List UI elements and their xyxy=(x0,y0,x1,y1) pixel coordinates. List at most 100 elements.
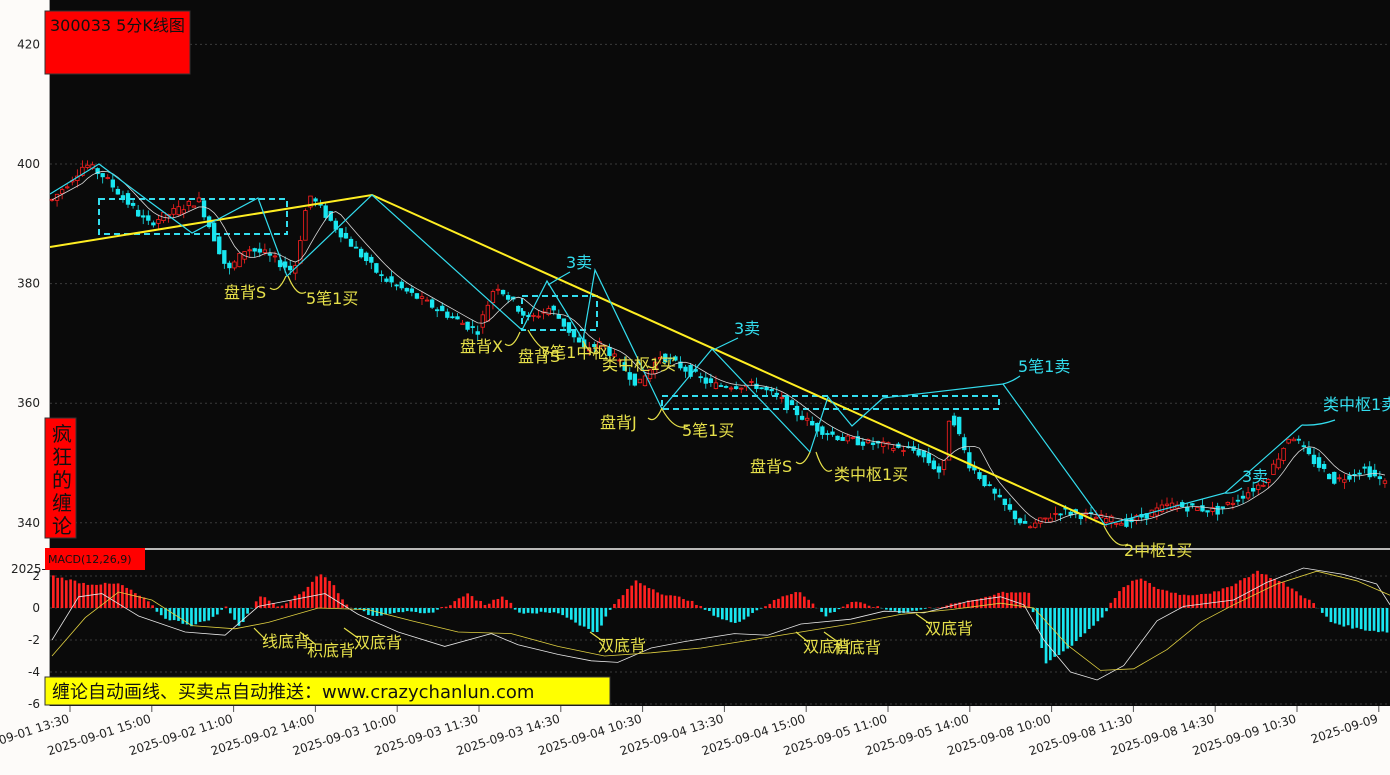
macd-histogram-bar xyxy=(466,593,470,608)
macd-histogram-bar xyxy=(487,603,491,608)
macd-histogram-bar xyxy=(984,596,987,608)
candle-body xyxy=(125,193,131,205)
candle-body xyxy=(749,381,754,383)
macd-histogram-bar xyxy=(177,608,180,621)
candle-body xyxy=(799,415,805,420)
main-gridlines xyxy=(50,43,1390,524)
candle-body xyxy=(505,295,511,300)
macd-histogram-bar xyxy=(1273,578,1277,608)
annotation-label: 3卖 xyxy=(566,253,592,272)
divergence-arrow xyxy=(343,627,359,639)
annotation-label: 类中枢1买 xyxy=(602,355,676,374)
macd-histogram-bar xyxy=(975,599,979,608)
macd-histogram-bar xyxy=(138,595,141,608)
macd-histogram-bar xyxy=(979,598,983,608)
candle-body xyxy=(901,450,906,452)
macd-histogram-bar xyxy=(449,605,452,608)
annotation-label: 3卖 xyxy=(734,319,760,338)
macd-histogram-bar xyxy=(790,594,793,608)
macd-histogram-bar xyxy=(971,600,975,608)
macd-histogram-bar xyxy=(1044,608,1048,664)
annotation-arrow xyxy=(287,275,307,294)
macd-histogram-bar xyxy=(155,608,159,612)
macd-histogram-bar xyxy=(457,598,461,608)
candle-body xyxy=(495,288,501,291)
candle-body xyxy=(358,248,364,258)
annotation-label: 7笔1中枢 xyxy=(540,343,608,362)
candle-body xyxy=(394,284,399,287)
candle-body xyxy=(465,321,470,330)
macd-histogram-bar xyxy=(513,608,517,610)
macd-histogram-bar xyxy=(246,608,249,614)
macd-histogram-bar xyxy=(837,608,841,610)
candle-body xyxy=(840,436,845,441)
candle-body xyxy=(1276,458,1281,469)
annotation-arrow xyxy=(1301,419,1336,426)
candle-body xyxy=(708,378,714,383)
candle-body xyxy=(141,215,146,218)
macd-histogram-bar xyxy=(582,608,586,627)
candle-body xyxy=(272,255,278,258)
annotation-arrow xyxy=(661,408,689,428)
candle-body xyxy=(217,236,222,255)
macd-histogram-bar xyxy=(95,584,98,608)
candle-body xyxy=(490,291,496,303)
macd-histogram-bar xyxy=(216,608,219,615)
macd-histogram-bar xyxy=(1191,595,1195,608)
candle-body xyxy=(845,435,850,442)
macd-histogram-bar xyxy=(1182,594,1186,608)
macd-histogram-bar xyxy=(1018,592,1022,608)
macd-histogram-bar xyxy=(587,608,590,629)
candle-body xyxy=(521,311,526,316)
macd-histogram-bar xyxy=(531,608,534,614)
macd-histogram-bar xyxy=(958,602,962,608)
macd-histogram-bar xyxy=(492,599,495,608)
macd-histogram-bar xyxy=(1027,592,1031,608)
macd-histogram-bar xyxy=(116,583,120,608)
macd-histogram-bar xyxy=(919,608,923,610)
candle-body xyxy=(962,437,967,451)
candle-body xyxy=(516,305,521,312)
candle-body xyxy=(820,426,825,435)
candle-body xyxy=(1291,438,1296,442)
macd-histogram-bar xyxy=(673,595,677,608)
macd-histogram-bar xyxy=(418,608,422,614)
candle-body xyxy=(303,210,308,241)
macd-histogram-bar xyxy=(518,608,521,613)
candle-body xyxy=(946,420,952,461)
macd-histogram-bar xyxy=(289,600,293,608)
macd-histogram-bar xyxy=(56,577,59,608)
macd-histogram-bar xyxy=(401,608,405,613)
macd-histogram-bar xyxy=(885,608,888,610)
macd-histogram-bar xyxy=(897,608,901,614)
footer-banner xyxy=(44,676,611,706)
candle-body xyxy=(59,189,65,195)
candle-body xyxy=(257,248,262,253)
macd-histogram-bar xyxy=(686,600,690,608)
annotation-arrow xyxy=(1002,375,1021,385)
candle-body xyxy=(926,453,931,464)
annotation-label: 3卖 xyxy=(1242,467,1268,486)
macd-histogram-bar xyxy=(1100,608,1104,618)
candle-body xyxy=(379,274,384,277)
candle-body xyxy=(1250,487,1256,492)
macd-histogram-bar xyxy=(755,608,759,611)
candle-body xyxy=(739,387,744,390)
macd-histogram-bar xyxy=(876,606,880,608)
macd-histogram-bar xyxy=(194,608,198,625)
candle-body xyxy=(262,249,268,253)
candle-body xyxy=(1002,498,1007,506)
macd-histogram-bar xyxy=(1342,608,1346,627)
candle-body xyxy=(171,208,176,215)
macd-overflow-tick: 2025- xyxy=(11,562,46,576)
macd-histogram-bar xyxy=(414,608,418,613)
candle-body xyxy=(130,202,136,206)
candle-body xyxy=(835,435,840,441)
macd-histogram-bar xyxy=(997,592,1000,608)
macd-label: MACD(12,26,9) xyxy=(48,553,132,566)
candle-body xyxy=(734,386,739,389)
macd-histogram-bar xyxy=(522,608,526,614)
candle-body xyxy=(343,232,349,239)
macd-histogram-bar xyxy=(134,593,137,608)
candle-body xyxy=(1377,476,1383,480)
